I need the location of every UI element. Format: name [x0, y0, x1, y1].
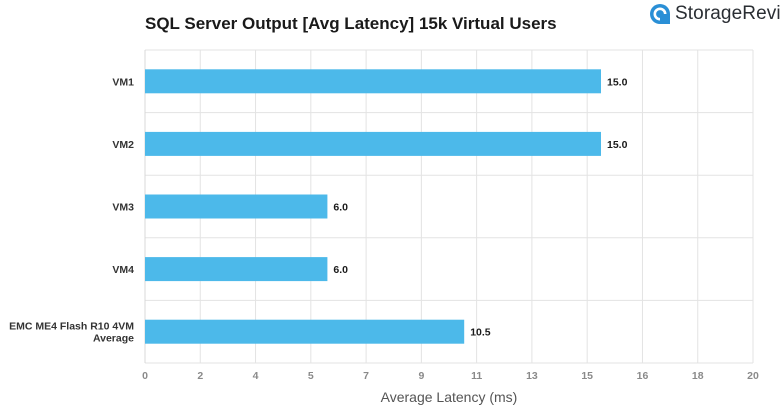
- brand-logo: StorageRevie: [650, 2, 780, 26]
- bar: [145, 194, 328, 219]
- data-label: 6.0: [333, 202, 348, 214]
- bar: [145, 69, 601, 94]
- value-labels: 15.0 15.0 6.0 6.0 10.5: [333, 76, 627, 338]
- x-tick-labels: 0 2 4 5 7 9 11 13 15 16 18 20: [142, 370, 759, 382]
- category-label: VM1: [112, 76, 134, 88]
- data-label: 15.0: [607, 139, 628, 151]
- x-tick-label: 13: [526, 370, 538, 382]
- category-label: VM4: [112, 264, 134, 276]
- x-tick-label: 5: [308, 370, 314, 382]
- bar: [145, 131, 601, 156]
- x-tick-label: 20: [747, 370, 759, 382]
- category-label: VM2: [112, 139, 134, 151]
- data-label: 15.0: [607, 76, 628, 88]
- x-tick-label: 9: [418, 370, 424, 382]
- x-tick-label: 18: [692, 370, 704, 382]
- x-tick-label: 7: [363, 370, 369, 382]
- storagereview-logo-icon: [650, 4, 670, 24]
- data-label: 6.0: [333, 264, 348, 276]
- brand-name: StorageRevie: [675, 3, 780, 24]
- bars: [145, 69, 601, 344]
- chart-title: SQL Server Output [Avg Latency] 15k Virt…: [145, 14, 557, 33]
- x-tick-label: 16: [637, 370, 649, 382]
- bar: [145, 257, 328, 282]
- x-tick-label: 2: [197, 370, 203, 382]
- x-axis-title: Average Latency (ms): [381, 389, 518, 405]
- bar: [145, 319, 465, 344]
- x-tick-label: 11: [471, 370, 482, 382]
- category-label: VM3: [112, 202, 134, 214]
- x-tick-label: 4: [253, 370, 259, 382]
- data-label: 10.5: [470, 327, 491, 339]
- x-tick-label: 0: [142, 370, 148, 382]
- category-labels: VM1 VM2 VM3 VM4 EMC ME4 Flash R10 4VM Average: [9, 76, 134, 344]
- x-tick-label: 15: [581, 370, 593, 382]
- category-label: EMC ME4 Flash R10 4VM Average: [9, 321, 134, 345]
